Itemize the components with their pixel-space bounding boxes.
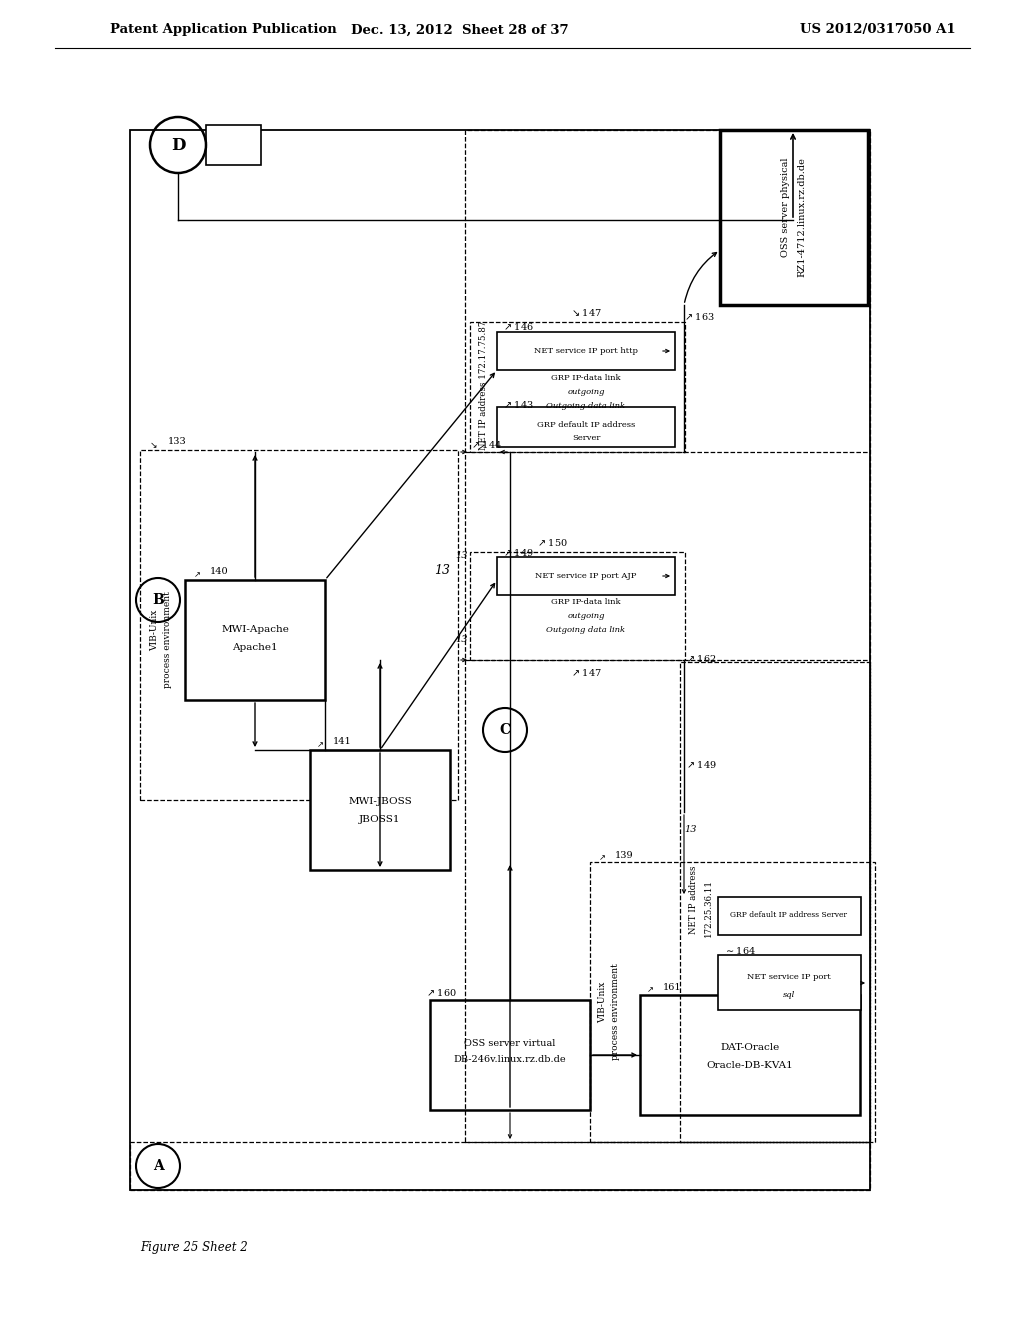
Text: OSS server virtual: OSS server virtual <box>464 1039 556 1048</box>
Text: $\nearrow$149: $\nearrow$149 <box>502 546 534 557</box>
Text: Patent Application Publication: Patent Application Publication <box>110 24 337 37</box>
Bar <box>680 663 870 1142</box>
Text: $\nearrow$: $\nearrow$ <box>315 741 325 750</box>
Text: NET service IP port http: NET service IP port http <box>535 347 638 355</box>
Text: A: A <box>153 1159 164 1173</box>
Text: GRP default IP address Server: GRP default IP address Server <box>730 911 848 919</box>
Bar <box>590 862 874 1142</box>
Bar <box>185 579 325 700</box>
Text: sql: sql <box>783 991 795 999</box>
Text: MWI-Apache: MWI-Apache <box>221 626 289 635</box>
Text: GRP IP-data link: GRP IP-data link <box>551 598 621 606</box>
Text: Oracle-DB-KVA1: Oracle-DB-KVA1 <box>707 1060 794 1069</box>
Bar <box>720 129 868 305</box>
Text: 141: 141 <box>333 738 352 747</box>
Text: 140: 140 <box>210 568 228 577</box>
Bar <box>718 954 861 1010</box>
Text: NET IP address 172.17.75.87: NET IP address 172.17.75.87 <box>479 321 488 450</box>
Text: process environment: process environment <box>164 591 172 689</box>
Bar <box>640 995 860 1115</box>
Text: VIB-Unix: VIB-Unix <box>151 610 160 651</box>
Text: 13: 13 <box>684 825 696 834</box>
Text: 13: 13 <box>434 564 450 577</box>
Text: $\nearrow$150: $\nearrow$150 <box>536 536 568 548</box>
Bar <box>470 552 685 660</box>
Text: $\nearrow$162: $\nearrow$162 <box>685 652 717 664</box>
Text: $\nearrow$143: $\nearrow$143 <box>502 399 534 409</box>
Text: NET IP address: NET IP address <box>689 866 698 935</box>
Text: $\nearrow$: $\nearrow$ <box>645 986 654 994</box>
Text: C: C <box>500 723 511 737</box>
Text: Outgoing data link: Outgoing data link <box>547 403 626 411</box>
Text: D: D <box>171 136 185 153</box>
Text: OSS server physical: OSS server physical <box>781 158 791 257</box>
Text: VIB-Unix: VIB-Unix <box>598 981 607 1023</box>
Text: Server: Server <box>571 434 600 442</box>
Text: JBOSS1: JBOSS1 <box>359 816 400 825</box>
Text: $\nearrow$149: $\nearrow$149 <box>685 759 717 771</box>
Text: $\searrow$147: $\searrow$147 <box>570 306 602 318</box>
Text: GRP IP-data link: GRP IP-data link <box>551 374 621 381</box>
Text: B: B <box>153 593 164 607</box>
Bar <box>430 1001 590 1110</box>
Text: 13: 13 <box>456 552 468 561</box>
Bar <box>718 898 861 935</box>
Bar <box>465 129 870 1142</box>
Text: $\nearrow$147: $\nearrow$147 <box>570 667 602 677</box>
Text: Dec. 13, 2012  Sheet 28 of 37: Dec. 13, 2012 Sheet 28 of 37 <box>351 24 568 37</box>
Text: $\nearrow$163: $\nearrow$163 <box>683 312 715 322</box>
Text: process environment: process environment <box>611 964 621 1060</box>
Text: RZ1-4712.linux.rz.db.de: RZ1-4712.linux.rz.db.de <box>798 157 807 277</box>
Text: 139: 139 <box>615 850 634 859</box>
Text: 172.25.36.11: 172.25.36.11 <box>703 879 713 937</box>
Text: $\sim$164: $\sim$164 <box>724 945 756 956</box>
Text: MWI-JBOSS: MWI-JBOSS <box>348 797 412 807</box>
Text: $\nearrow$: $\nearrow$ <box>193 570 202 579</box>
Text: Outgoing data link: Outgoing data link <box>547 626 626 634</box>
Bar <box>310 750 450 870</box>
Bar <box>206 125 261 165</box>
Text: NET service IP port AJP: NET service IP port AJP <box>536 572 637 579</box>
Text: $\nearrow$144: $\nearrow$144 <box>470 438 502 450</box>
Text: outgoing: outgoing <box>567 388 605 396</box>
Text: $\nearrow$160: $\nearrow$160 <box>425 986 457 998</box>
Text: NET service IP port: NET service IP port <box>748 973 830 981</box>
Bar <box>497 557 675 595</box>
Text: Figure 25 Sheet 2: Figure 25 Sheet 2 <box>140 1242 248 1254</box>
Bar <box>470 322 685 451</box>
Text: US 2012/0317050 A1: US 2012/0317050 A1 <box>800 24 955 37</box>
Bar <box>497 407 675 447</box>
Text: outgoing: outgoing <box>567 612 605 620</box>
Bar <box>140 450 458 800</box>
Text: 133: 133 <box>168 437 186 446</box>
Text: $\searrow$: $\searrow$ <box>148 440 158 450</box>
Bar <box>497 333 675 370</box>
Text: DAT-Oracle: DAT-Oracle <box>720 1043 779 1052</box>
Text: Apache1: Apache1 <box>232 644 278 652</box>
Text: 13: 13 <box>456 635 468 644</box>
Text: $\nearrow$: $\nearrow$ <box>597 854 606 862</box>
Text: $\nearrow$146: $\nearrow$146 <box>502 322 534 333</box>
Text: GRP default IP address: GRP default IP address <box>537 421 635 429</box>
Bar <box>130 129 870 1191</box>
Bar <box>130 1142 870 1191</box>
Text: 161: 161 <box>663 982 682 991</box>
Text: DB-246v.linux.rz.db.de: DB-246v.linux.rz.db.de <box>454 1056 566 1064</box>
